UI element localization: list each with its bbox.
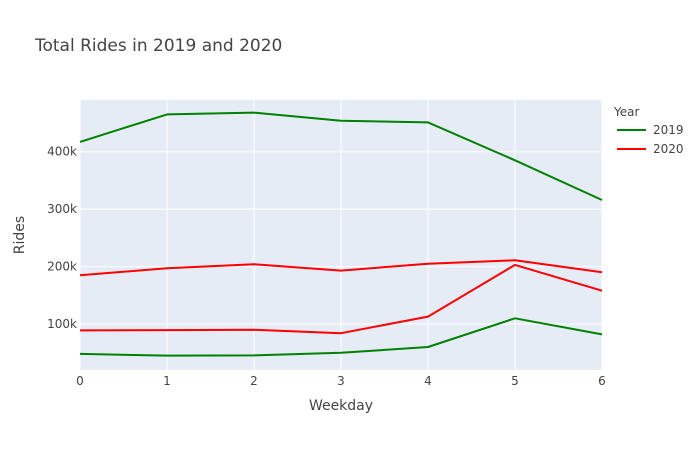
y-axis-title: Rides (12, 216, 28, 254)
series-line-2020-3[interactable] (79, 263, 603, 335)
x-axis-title: Weekday (309, 398, 373, 414)
series-line-2020-2[interactable] (79, 259, 603, 277)
data-point-2019[interactable] (248, 349, 260, 361)
data-point-2020[interactable] (335, 265, 347, 277)
x-tick-label: 4 (424, 374, 432, 388)
data-point-2019[interactable] (422, 341, 434, 353)
legend-item-2020[interactable]: 2020 (617, 142, 684, 156)
series-lines (74, 107, 608, 362)
x-tick-label: 3 (337, 374, 345, 388)
data-point-2019[interactable] (596, 328, 608, 340)
data-point-2019[interactable] (161, 108, 173, 120)
data-point-2020[interactable] (422, 311, 434, 323)
y-axis-ticks: 100k 200k 300k 400k (47, 145, 77, 331)
data-point-2020[interactable] (335, 327, 347, 339)
data-point-2020[interactable] (596, 266, 608, 278)
y-tick-label: 300k (47, 202, 77, 216)
x-axis-ticks: 0 1 2 3 4 5 6 (76, 374, 606, 388)
data-point-2019[interactable] (509, 154, 521, 166)
y-tick-label: 400k (47, 145, 77, 159)
x-tick-label: 6 (598, 374, 606, 388)
gridlines (79, 100, 603, 370)
legend-title: Year (613, 105, 639, 119)
legend-label: 2020 (653, 142, 684, 156)
data-point-2019[interactable] (248, 107, 260, 119)
series-line-2019-1[interactable] (79, 317, 603, 357)
y-tick-label: 200k (47, 260, 77, 274)
y-tick-label: 100k (47, 317, 77, 331)
data-point-2019[interactable] (335, 115, 347, 127)
x-tick-label: 1 (163, 374, 171, 388)
legend[interactable]: Year 2019 2020 (613, 105, 684, 156)
x-tick-label: 2 (250, 374, 258, 388)
data-point-2020[interactable] (248, 258, 260, 270)
data-point-2020[interactable] (509, 259, 521, 271)
series-line-2019-0[interactable] (79, 111, 603, 201)
data-point-2020[interactable] (596, 285, 608, 297)
data-point-2020[interactable] (161, 262, 173, 274)
legend-item-2019[interactable]: 2019 (617, 123, 684, 137)
x-tick-label: 5 (511, 374, 519, 388)
data-point-2019[interactable] (509, 312, 521, 324)
data-point-2019[interactable] (335, 347, 347, 359)
data-point-2019[interactable] (596, 194, 608, 206)
data-point-2019[interactable] (161, 350, 173, 362)
data-point-2019[interactable] (74, 348, 86, 360)
data-point-2020[interactable] (161, 324, 173, 336)
data-point-2019[interactable] (422, 116, 434, 128)
legend-label: 2019 (653, 123, 684, 137)
chart-title: Total Rides in 2019 and 2020 (34, 36, 282, 56)
data-point-2020[interactable] (248, 324, 260, 336)
data-point-2020[interactable] (422, 258, 434, 270)
legend-items[interactable]: 2019 2020 (617, 123, 684, 156)
x-tick-label: 0 (76, 374, 84, 388)
